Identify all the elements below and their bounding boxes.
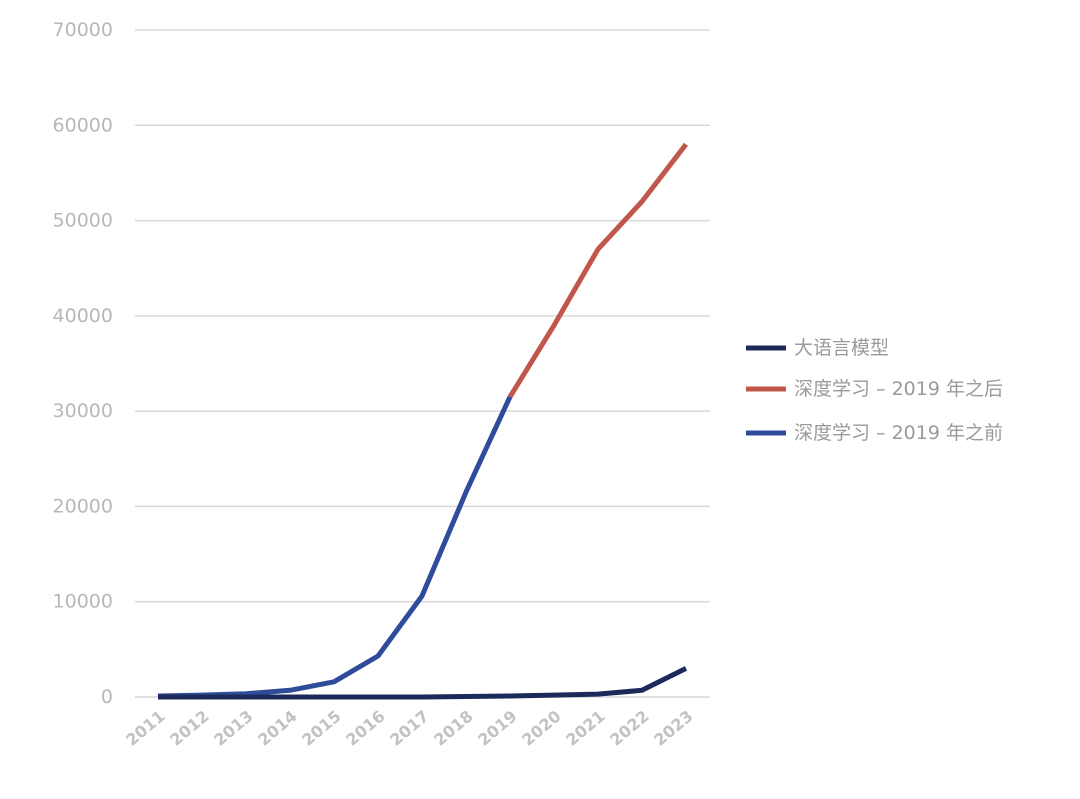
x-axis-ticks: 2011201220132014201520162017201820192020… bbox=[122, 707, 696, 750]
legend-item-0[interactable]: 大语言模型 bbox=[746, 337, 889, 359]
y-axis-ticks: 0 10000 20000 30000 40000 50000 60000 70000 bbox=[53, 19, 113, 708]
x-tick-label: 2015 bbox=[298, 707, 344, 750]
series-line-1 bbox=[507, 142, 688, 399]
x-tick-label: 2017 bbox=[386, 707, 432, 750]
legend-item-2[interactable]: 深度学习 – 2019 年之前 bbox=[746, 422, 1003, 444]
x-tick-label: 2020 bbox=[518, 707, 564, 750]
series-line-0 bbox=[158, 666, 688, 700]
y-tick-label: 70000 bbox=[53, 19, 113, 41]
x-tick-label: 2011 bbox=[122, 707, 168, 750]
y-tick-label: 40000 bbox=[53, 305, 113, 327]
x-tick-label: 2022 bbox=[606, 707, 652, 750]
y-tick-label: 20000 bbox=[53, 495, 113, 517]
legend-label: 深度学习 – 2019 年之后 bbox=[794, 378, 1003, 400]
x-tick-label: 2019 bbox=[474, 707, 520, 750]
legend-label: 深度学习 – 2019 年之前 bbox=[794, 422, 1003, 444]
series-line-2 bbox=[157, 395, 513, 699]
x-tick-label: 2013 bbox=[210, 707, 256, 750]
legend-item-1[interactable]: 深度学习 – 2019 年之后 bbox=[746, 378, 1003, 400]
x-tick-label: 2021 bbox=[562, 707, 608, 750]
x-tick-label: 2018 bbox=[430, 707, 476, 750]
y-tick-label: 60000 bbox=[53, 114, 113, 136]
y-tick-label: 10000 bbox=[53, 591, 113, 613]
y-tick-label: 50000 bbox=[53, 210, 113, 232]
x-tick-label: 2012 bbox=[166, 707, 212, 750]
x-tick-label: 2016 bbox=[342, 707, 388, 750]
x-tick-label: 2014 bbox=[254, 707, 300, 750]
y-tick-label: 0 bbox=[101, 686, 113, 708]
y-tick-label: 30000 bbox=[53, 400, 113, 422]
legend-label: 大语言模型 bbox=[794, 337, 889, 359]
x-tick-label: 2023 bbox=[650, 707, 696, 750]
series-lines bbox=[157, 142, 688, 700]
grid bbox=[135, 29, 710, 698]
legend: 大语言模型 深度学习 – 2019 年之后 深度学习 – 2019 年之前 bbox=[746, 337, 1003, 444]
